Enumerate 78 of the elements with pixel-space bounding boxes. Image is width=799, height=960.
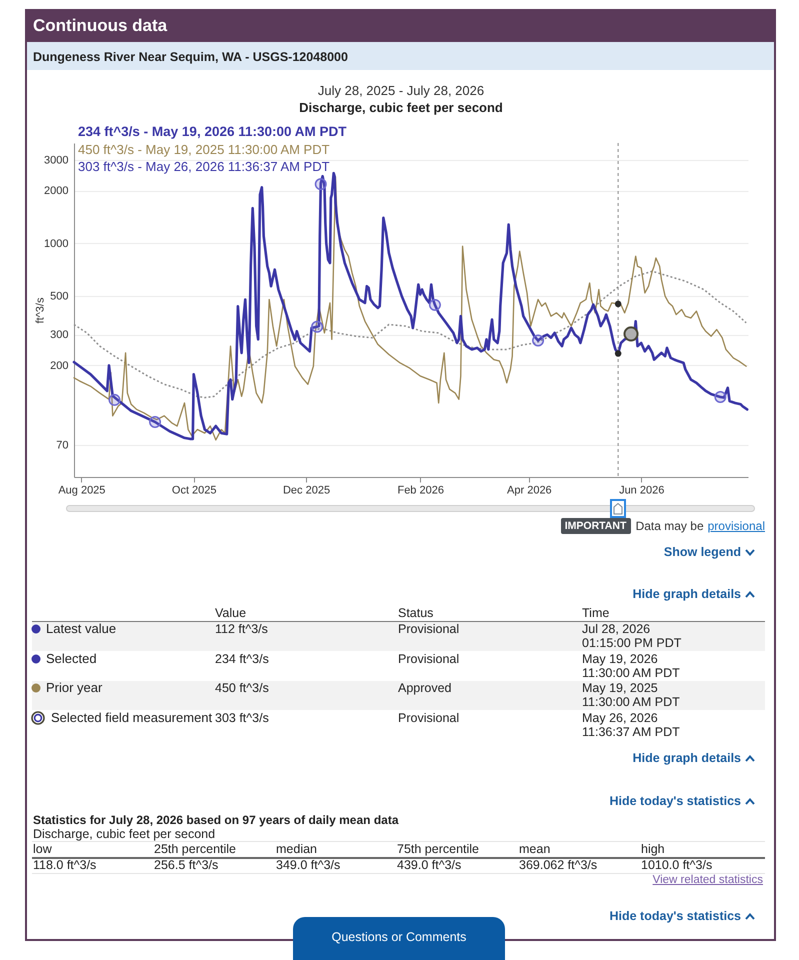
text: 75th percentile — [397, 841, 480, 857]
text: Show legend — [664, 544, 741, 560]
text: Status — [398, 605, 434, 621]
x-tick-label: Feb 2026 — [397, 484, 444, 496]
x-tick-label: Jun 2026 — [619, 484, 664, 496]
text: 234 ft^3/s — [215, 651, 269, 667]
x-tick-label: Dec 2025 — [282, 484, 330, 496]
text: 234 ft^3/s - May 19, 2026 11:30:00 AM PDT — [78, 124, 347, 140]
annotation: 303 ft^3/s - May 26, 2026 11:36:37 AM PDT — [78, 159, 330, 175]
text: 118.0 ft^3/s — [33, 857, 96, 873]
text: Provisional — [398, 651, 460, 667]
point — [428, 298, 441, 311]
text: May 19, 2025 — [582, 680, 658, 696]
text: median — [276, 841, 317, 857]
text: Provisional — [398, 710, 460, 726]
text: Discharge, cubic feet per second — [33, 826, 216, 842]
point — [614, 350, 622, 357]
text: 450 ft^3/s — [215, 680, 269, 696]
x-tick-label: Apr 2026 — [507, 484, 552, 496]
point — [314, 178, 327, 190]
y-tick-label: 200 — [50, 360, 68, 372]
point — [311, 320, 324, 333]
chart-subtitle: July 28, 2025 - July 28, 2026 — [318, 83, 484, 99]
text: 112 ft^3/s — [215, 621, 268, 637]
y-axis-title: ft^3/s — [34, 297, 46, 324]
text: View related statistics — [652, 873, 763, 888]
text: 1010.0 ft^3/s — [641, 857, 712, 873]
text: Approved — [398, 680, 452, 696]
text: 369.062 ft^3/s — [519, 857, 598, 873]
text: 01:15:00 PM PDT — [582, 635, 682, 651]
text: Time — [582, 605, 610, 621]
text: May 26, 2026 — [582, 710, 658, 726]
y-tick-label: 500 — [50, 290, 68, 302]
chart-title: Discharge, cubic feet per second — [299, 100, 503, 116]
text: Hide graph details — [632, 586, 741, 602]
text: 256.5 ft^3/s — [154, 857, 218, 873]
text: 11:30:00 AM PDT — [582, 666, 680, 681]
text: Dungeness River Near Sequim, WA - USGS-12048000 — [33, 49, 348, 65]
y-tick-label: 1000 — [44, 238, 68, 250]
x-tick-label: Aug 2025 — [58, 484, 106, 496]
text: Hide today's statistics — [610, 793, 741, 809]
point — [149, 416, 162, 428]
text: Data may be — [636, 518, 704, 534]
text: Continuous data — [33, 16, 168, 35]
text: IMPORTANT — [564, 519, 626, 534]
text: Prior year — [46, 680, 102, 696]
text: mean — [519, 841, 550, 857]
annotation: 450 ft^3/s - May 19, 2025 11:30:00 AM PDT — [78, 142, 330, 158]
text: high — [641, 841, 665, 857]
text: Latest value — [46, 621, 116, 637]
y-tick-label: 3000 — [44, 154, 68, 166]
point — [624, 326, 639, 342]
text: low — [33, 841, 52, 857]
text: Selected — [46, 651, 97, 667]
point — [532, 334, 544, 346]
y-tick-label: 2000 — [44, 185, 68, 198]
y-tick-label: 300 — [50, 329, 68, 342]
text: 25th percentile — [154, 841, 236, 857]
text: Provisional — [398, 621, 460, 637]
text: Jul 28, 2026 — [582, 621, 650, 637]
text: Hide graph details — [632, 750, 741, 766]
text: Value — [215, 605, 246, 621]
x-tick-label: Oct 2025 — [172, 484, 217, 496]
text: provisional — [708, 518, 765, 534]
point — [614, 300, 622, 308]
text: Selected field measurement — [51, 710, 212, 726]
point — [108, 394, 121, 406]
text: 11:30:00 AM PDT — [582, 695, 680, 710]
text: 349.0 ft^3/s — [276, 857, 340, 873]
text: Statistics for July 28, 2026 based on 97 years of daily mean data — [33, 812, 398, 828]
text: 11:36:37 AM PDT — [582, 725, 680, 740]
text: Hide today's statistics — [610, 908, 741, 924]
text: Questions or Comments — [332, 929, 466, 945]
text: May 19, 2026 — [582, 651, 658, 667]
text: 439.0 ft^3/s — [397, 857, 462, 873]
text: 303 ft^3/s — [215, 710, 269, 726]
point — [714, 391, 726, 403]
y-tick-label: 70 — [56, 440, 68, 452]
